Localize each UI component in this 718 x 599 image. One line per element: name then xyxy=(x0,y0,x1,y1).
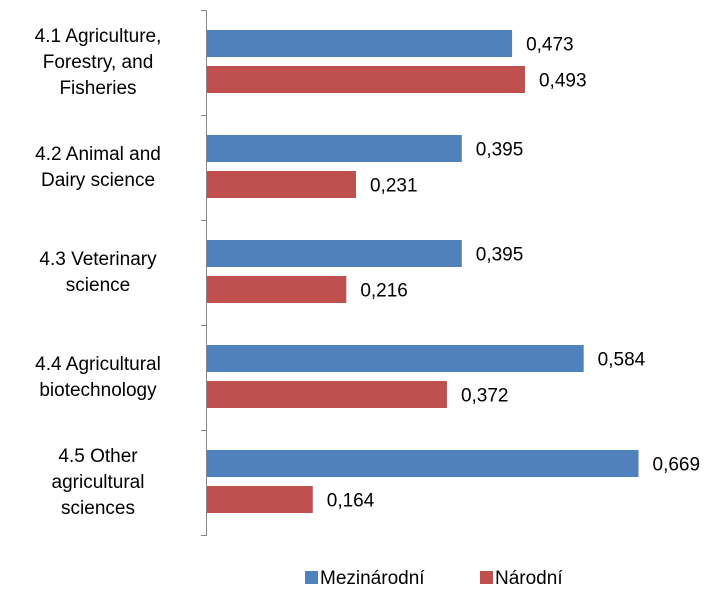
bar xyxy=(207,381,447,408)
bar xyxy=(207,450,639,477)
legend-swatch xyxy=(480,571,493,584)
value-label: 0,231 xyxy=(370,176,418,197)
legend-label: Mezinárodní xyxy=(320,568,425,589)
bar xyxy=(207,66,525,93)
bar xyxy=(207,171,356,198)
legend-swatch xyxy=(305,571,318,584)
category-label: 4.3 Veterinary science xyxy=(39,248,157,296)
category-label: 4.1 Agriculture, Forestry, and Fisheries xyxy=(34,25,162,99)
value-label: 0,372 xyxy=(461,386,509,407)
bar xyxy=(207,276,347,303)
value-label: 0,395 xyxy=(476,140,524,161)
value-label: 0,216 xyxy=(360,281,408,302)
bar xyxy=(207,345,584,372)
value-label: 0,395 xyxy=(476,245,524,266)
bar xyxy=(207,135,462,162)
value-label: 0,473 xyxy=(526,35,574,56)
bar xyxy=(207,486,313,513)
bar xyxy=(207,30,513,57)
category-label: 4.5 Other agricultural sciences xyxy=(51,445,145,519)
value-label: 0,584 xyxy=(598,350,646,371)
category-label: 4.2 Animal and Dairy science xyxy=(35,143,161,191)
value-label: 0,164 xyxy=(327,491,375,512)
value-label: 0,493 xyxy=(539,71,587,92)
legend-label: Národní xyxy=(495,568,563,589)
category-label: 4.4 Agricultural biotechnology xyxy=(35,353,161,401)
value-label: 0,669 xyxy=(653,455,701,476)
bar xyxy=(207,240,462,267)
